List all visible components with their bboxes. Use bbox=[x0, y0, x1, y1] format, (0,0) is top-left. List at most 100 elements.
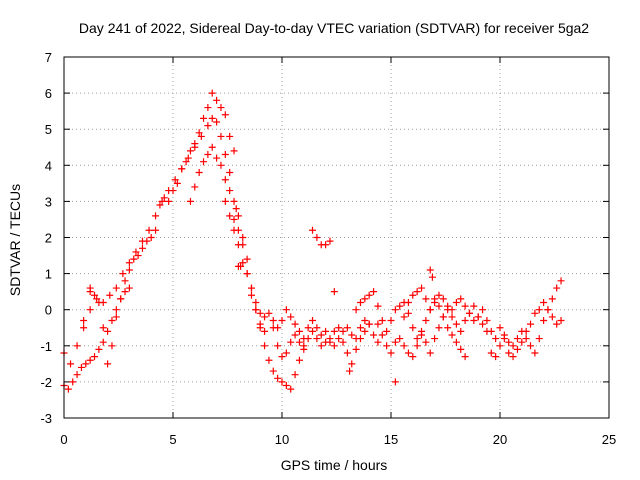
data-point bbox=[204, 104, 212, 112]
data-point bbox=[426, 349, 434, 357]
data-point bbox=[496, 324, 504, 332]
data-point bbox=[448, 306, 456, 314]
data-point bbox=[169, 187, 177, 195]
x-tick-label: 15 bbox=[384, 432, 398, 447]
data-point bbox=[191, 183, 199, 191]
data-point bbox=[418, 284, 426, 292]
data-point bbox=[370, 331, 378, 339]
data-point bbox=[252, 298, 260, 306]
data-point bbox=[91, 291, 99, 299]
data-point bbox=[383, 327, 391, 335]
data-point bbox=[165, 197, 173, 205]
data-point bbox=[295, 356, 303, 364]
data-point bbox=[278, 378, 286, 386]
data-point bbox=[125, 266, 133, 274]
data-point bbox=[252, 306, 260, 314]
data-point bbox=[439, 295, 447, 303]
data-point bbox=[492, 353, 500, 361]
data-point bbox=[527, 342, 535, 350]
data-point bbox=[67, 360, 75, 368]
data-point bbox=[130, 255, 138, 263]
data-point bbox=[265, 309, 273, 317]
data-point bbox=[156, 201, 164, 209]
data-point bbox=[80, 317, 88, 325]
data-point bbox=[80, 324, 88, 332]
data-point bbox=[465, 309, 473, 317]
data-point bbox=[143, 237, 151, 245]
data-point bbox=[422, 338, 430, 346]
data-point bbox=[313, 324, 321, 332]
data-point bbox=[82, 360, 90, 368]
data-point bbox=[356, 298, 364, 306]
data-point bbox=[413, 288, 421, 296]
data-point bbox=[461, 353, 469, 361]
data-point bbox=[540, 298, 548, 306]
data-point bbox=[191, 140, 199, 148]
data-point bbox=[145, 226, 153, 234]
data-point bbox=[409, 324, 417, 332]
data-point bbox=[230, 147, 238, 155]
y-tick-label: 3 bbox=[45, 194, 52, 209]
data-point bbox=[287, 385, 295, 393]
data-point bbox=[112, 313, 120, 321]
y-tick-label: 1 bbox=[45, 267, 52, 282]
data-point bbox=[457, 295, 465, 303]
data-point bbox=[352, 306, 360, 314]
data-point bbox=[448, 331, 456, 339]
data-point bbox=[531, 349, 539, 357]
data-point bbox=[91, 353, 99, 361]
data-point bbox=[396, 335, 404, 343]
data-point bbox=[544, 306, 552, 314]
y-tick-label: 7 bbox=[45, 50, 52, 65]
data-point bbox=[496, 342, 504, 350]
data-point bbox=[226, 169, 234, 177]
data-point bbox=[548, 313, 556, 321]
data-point bbox=[391, 306, 399, 314]
data-point bbox=[374, 320, 382, 328]
data-point bbox=[208, 114, 216, 122]
data-point bbox=[404, 309, 412, 317]
data-point bbox=[226, 212, 234, 220]
data-point bbox=[282, 306, 290, 314]
data-point bbox=[282, 382, 290, 390]
data-point bbox=[243, 255, 251, 263]
data-point bbox=[278, 353, 286, 361]
data-point bbox=[208, 143, 216, 151]
data-point bbox=[208, 89, 216, 97]
data-point bbox=[317, 342, 325, 350]
data-point bbox=[439, 313, 447, 321]
x-tick-label: 10 bbox=[275, 432, 289, 447]
data-point bbox=[138, 244, 146, 252]
data-point bbox=[356, 335, 364, 343]
data-point bbox=[322, 338, 330, 346]
data-point bbox=[343, 349, 351, 357]
data-point bbox=[95, 298, 103, 306]
data-point bbox=[309, 317, 317, 325]
y-tick-label: 6 bbox=[45, 86, 52, 101]
data-point bbox=[256, 309, 264, 317]
data-point bbox=[553, 284, 561, 292]
data-point bbox=[335, 324, 343, 332]
data-point bbox=[391, 338, 399, 346]
data-point bbox=[500, 331, 508, 339]
data-point bbox=[173, 179, 181, 187]
data-point bbox=[217, 161, 225, 169]
data-point bbox=[182, 158, 190, 166]
y-tick-label: -1 bbox=[40, 339, 52, 354]
data-point bbox=[479, 306, 487, 314]
data-point bbox=[195, 169, 203, 177]
data-point bbox=[435, 324, 443, 332]
data-point bbox=[452, 298, 460, 306]
y-tick-label: -2 bbox=[40, 375, 52, 390]
data-point bbox=[213, 118, 221, 126]
data-point bbox=[426, 306, 434, 314]
x-tick-label: 0 bbox=[60, 432, 67, 447]
data-point bbox=[540, 317, 548, 325]
data-point bbox=[313, 234, 321, 241]
data-point bbox=[448, 313, 456, 321]
data-point bbox=[261, 313, 269, 321]
data-point bbox=[348, 331, 356, 339]
data-point bbox=[309, 327, 317, 335]
data-point bbox=[147, 234, 155, 241]
data-point bbox=[365, 291, 373, 299]
